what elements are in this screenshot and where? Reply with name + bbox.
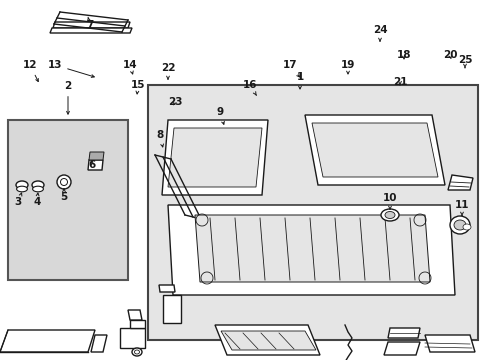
Ellipse shape (33, 186, 43, 192)
Bar (148, 85, 477, 340)
Text: 11: 11 (454, 200, 468, 216)
Ellipse shape (384, 212, 394, 219)
Polygon shape (424, 335, 474, 352)
Ellipse shape (134, 350, 139, 354)
Text: 10: 10 (382, 193, 396, 209)
Ellipse shape (16, 181, 28, 189)
Text: 23: 23 (167, 97, 182, 107)
Text: 24: 24 (372, 25, 386, 41)
Ellipse shape (453, 220, 465, 230)
Text: 7: 7 (86, 17, 94, 30)
Ellipse shape (449, 216, 469, 234)
Polygon shape (305, 115, 444, 185)
Text: 19: 19 (340, 60, 354, 74)
Ellipse shape (462, 224, 470, 230)
Text: 8: 8 (156, 130, 163, 147)
Text: 16: 16 (242, 80, 257, 95)
Polygon shape (128, 310, 142, 320)
Polygon shape (0, 330, 95, 352)
Polygon shape (168, 205, 454, 295)
Text: 22: 22 (161, 63, 175, 79)
Polygon shape (159, 285, 175, 292)
Text: 5: 5 (60, 189, 67, 202)
Circle shape (57, 175, 71, 189)
Polygon shape (215, 325, 319, 355)
Polygon shape (91, 335, 107, 352)
Text: 12: 12 (23, 60, 38, 82)
Text: 18: 18 (396, 50, 410, 60)
Polygon shape (162, 120, 267, 195)
Text: 3: 3 (14, 193, 22, 207)
Polygon shape (447, 175, 472, 190)
Text: 17: 17 (282, 60, 299, 77)
Polygon shape (168, 128, 262, 187)
Polygon shape (387, 328, 419, 338)
Text: 4: 4 (33, 193, 41, 207)
Text: 20: 20 (442, 50, 456, 60)
Polygon shape (311, 123, 437, 177)
Circle shape (61, 179, 67, 185)
Text: 1: 1 (296, 72, 303, 89)
Polygon shape (89, 152, 104, 160)
Text: 13: 13 (48, 60, 94, 77)
Ellipse shape (132, 348, 142, 356)
Text: 21: 21 (392, 77, 407, 87)
Polygon shape (50, 28, 132, 33)
Bar (163, 295, 181, 323)
Text: 15: 15 (130, 80, 145, 94)
Polygon shape (120, 328, 145, 348)
Polygon shape (130, 320, 145, 328)
Text: 2: 2 (64, 81, 71, 114)
Ellipse shape (32, 181, 44, 189)
Ellipse shape (380, 209, 398, 221)
Text: 6: 6 (88, 160, 96, 170)
Text: 25: 25 (457, 55, 471, 68)
Text: 14: 14 (122, 60, 137, 74)
Bar (8, 120, 128, 280)
Polygon shape (221, 331, 315, 350)
Ellipse shape (17, 186, 27, 192)
Polygon shape (88, 160, 103, 170)
Polygon shape (383, 342, 419, 355)
Polygon shape (53, 22, 130, 28)
Text: 9: 9 (216, 107, 224, 124)
Polygon shape (195, 215, 429, 282)
